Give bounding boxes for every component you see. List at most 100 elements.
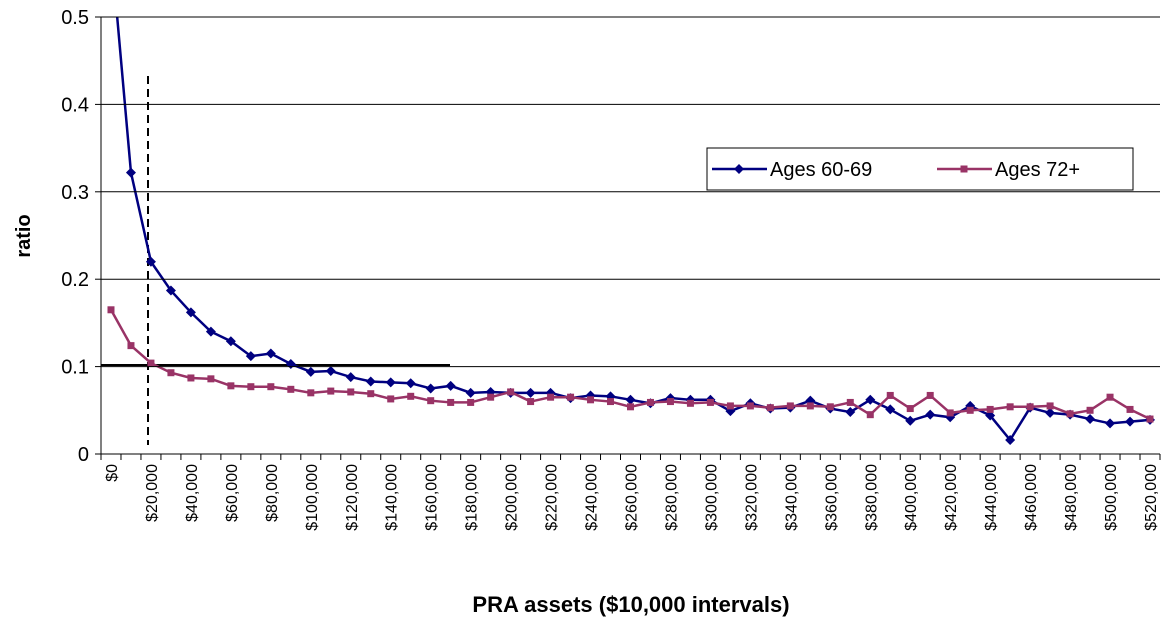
marker: [305, 366, 316, 377]
x-tick-label: $480,000: [1063, 464, 1080, 531]
legend-marker: [734, 164, 744, 174]
y-axis-title: ratio: [13, 214, 35, 257]
y-tick-label: 0: [78, 444, 89, 466]
marker: [925, 409, 936, 420]
marker: [407, 392, 415, 400]
marker: [387, 395, 395, 403]
x-tick-label: $340,000: [783, 464, 800, 531]
marker: [147, 359, 155, 367]
marker: [125, 167, 136, 178]
x-tick-label: $380,000: [863, 464, 880, 531]
marker: [267, 383, 275, 391]
marker: [207, 375, 215, 383]
y-tick-label: 0.2: [61, 269, 89, 291]
marker: [966, 406, 974, 414]
x-tick-label: $320,000: [743, 464, 760, 531]
x-tick-label: $0: [104, 464, 121, 482]
series-line: [115, 17, 1151, 443]
marker: [1045, 407, 1056, 418]
marker: [287, 385, 295, 393]
marker: [107, 306, 115, 314]
marker: [285, 358, 296, 369]
y-tick-label: 0.3: [61, 182, 89, 204]
marker: [447, 398, 455, 406]
marker: [127, 342, 135, 350]
x-axis-title: PRA assets ($10,000 intervals): [472, 592, 789, 617]
x-tick-label: $200,000: [504, 464, 521, 531]
x-tick-label: $280,000: [663, 464, 680, 531]
marker: [906, 405, 914, 413]
marker: [786, 402, 794, 410]
x-tick-label: $180,000: [464, 464, 481, 531]
marker: [646, 398, 654, 406]
x-tick-label: $240,000: [584, 464, 601, 531]
marker: [706, 398, 714, 406]
x-tick-label: $120,000: [344, 464, 361, 531]
marker: [1046, 402, 1054, 410]
marker: [265, 348, 276, 359]
legend-marker: [960, 165, 968, 173]
marker: [905, 415, 916, 426]
y-tick-label: 0.4: [61, 94, 89, 116]
marker: [225, 336, 236, 347]
marker: [325, 365, 336, 376]
marker: [167, 369, 175, 377]
marker: [1085, 414, 1096, 425]
marker: [1066, 410, 1074, 418]
x-tick-label: $460,000: [1023, 464, 1040, 531]
marker: [686, 399, 694, 407]
marker: [465, 387, 476, 398]
marker: [1006, 403, 1014, 411]
marker: [806, 402, 814, 410]
x-tick-label: $300,000: [703, 464, 720, 531]
marker: [205, 326, 216, 337]
x-tick-label: $220,000: [544, 464, 561, 531]
marker: [345, 372, 356, 383]
marker: [365, 376, 376, 387]
marker: [425, 383, 436, 394]
x-tick-label: $500,000: [1103, 464, 1120, 531]
marker: [427, 397, 435, 405]
marker: [1026, 403, 1034, 411]
marker: [165, 285, 176, 296]
marker: [866, 411, 874, 419]
marker: [1086, 406, 1094, 414]
marker: [926, 391, 934, 399]
legend-label: Ages 60-69: [770, 159, 872, 181]
marker: [985, 410, 996, 421]
marker: [865, 394, 876, 405]
marker: [487, 393, 495, 401]
x-tick-label: $80,000: [264, 464, 281, 522]
y-tick-label: 0.1: [61, 357, 89, 379]
marker: [845, 407, 856, 418]
marker: [507, 388, 515, 396]
marker: [846, 398, 854, 406]
marker: [766, 404, 774, 412]
x-tick-label: $100,000: [304, 464, 321, 531]
x-tick-label: $360,000: [823, 464, 840, 531]
marker: [946, 409, 954, 417]
marker: [467, 398, 475, 406]
marker: [1005, 435, 1016, 446]
marker: [307, 389, 315, 397]
marker: [627, 403, 634, 411]
marker: [187, 374, 195, 382]
marker: [587, 396, 595, 404]
marker: [1105, 418, 1116, 429]
marker: [385, 377, 396, 388]
marker: [625, 394, 636, 405]
legend-label: Ages 72+: [995, 159, 1080, 181]
x-tick-label: $40,000: [184, 464, 201, 522]
x-tick-label: $20,000: [144, 464, 161, 522]
x-tick-label: $60,000: [224, 464, 241, 522]
marker: [886, 391, 894, 399]
marker: [986, 405, 994, 413]
marker: [227, 382, 235, 390]
marker: [247, 383, 255, 391]
marker: [185, 307, 196, 318]
marker: [547, 393, 555, 401]
marker: [525, 387, 536, 398]
y-tick-label: 0.5: [61, 7, 89, 29]
marker: [567, 393, 575, 401]
